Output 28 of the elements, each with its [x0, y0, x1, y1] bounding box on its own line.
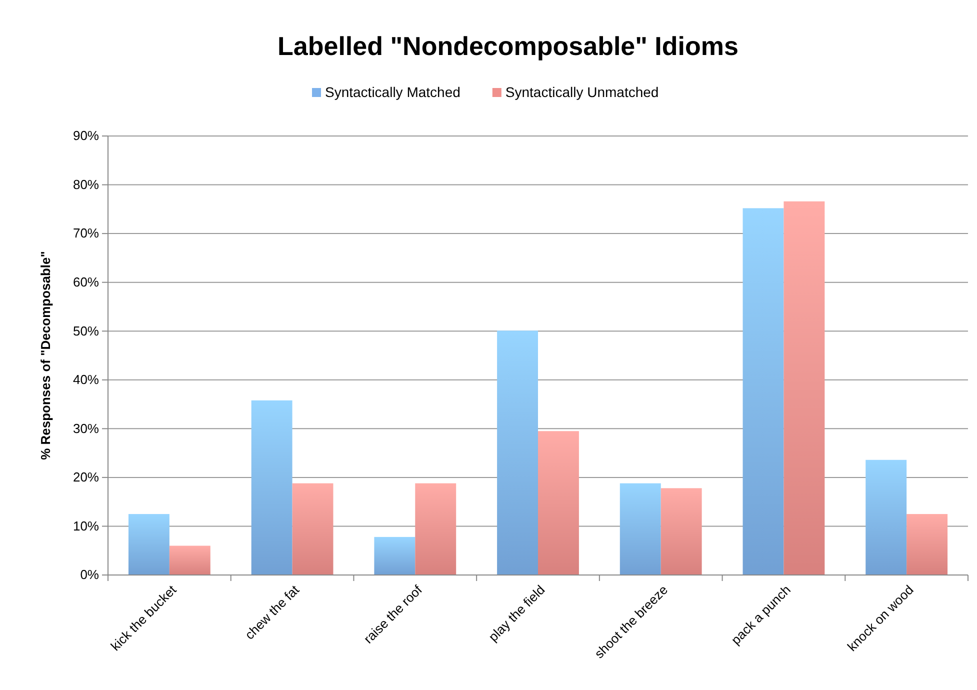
- y-axis-title: % Responses of "Decomposable": [38, 251, 53, 460]
- bar: [866, 460, 907, 575]
- bar: [742, 208, 784, 575]
- y-tick-label: 60%: [72, 274, 100, 290]
- bar: [292, 483, 334, 575]
- y-tick-label: 20%: [72, 470, 100, 485]
- y-tick-label: 50%: [72, 323, 100, 338]
- bar: [784, 201, 825, 575]
- y-tick-label: 40%: [72, 372, 100, 388]
- y-tick-label: 80%: [72, 176, 100, 192]
- legend-label: Syntactically Matched: [325, 84, 460, 100]
- bar: [538, 431, 579, 575]
- legend-label: Syntactically Unmatched: [505, 84, 659, 100]
- bar: [906, 514, 948, 575]
- bar: [497, 330, 538, 575]
- bar: [169, 546, 210, 575]
- y-tick-label: 90%: [72, 128, 100, 144]
- bar: [251, 400, 292, 575]
- bar: [620, 483, 661, 575]
- bar: [660, 488, 702, 575]
- y-tick-label: 10%: [72, 518, 100, 534]
- bar: [415, 483, 456, 575]
- bar: [128, 514, 170, 575]
- y-tick-label: 0%: [80, 567, 100, 582]
- y-tick-label: 70%: [72, 226, 100, 241]
- bar: [374, 536, 416, 575]
- y-tick-label: 30%: [72, 420, 100, 436]
- chart-title: Labelled "Nondecomposable" Idioms: [278, 31, 738, 61]
